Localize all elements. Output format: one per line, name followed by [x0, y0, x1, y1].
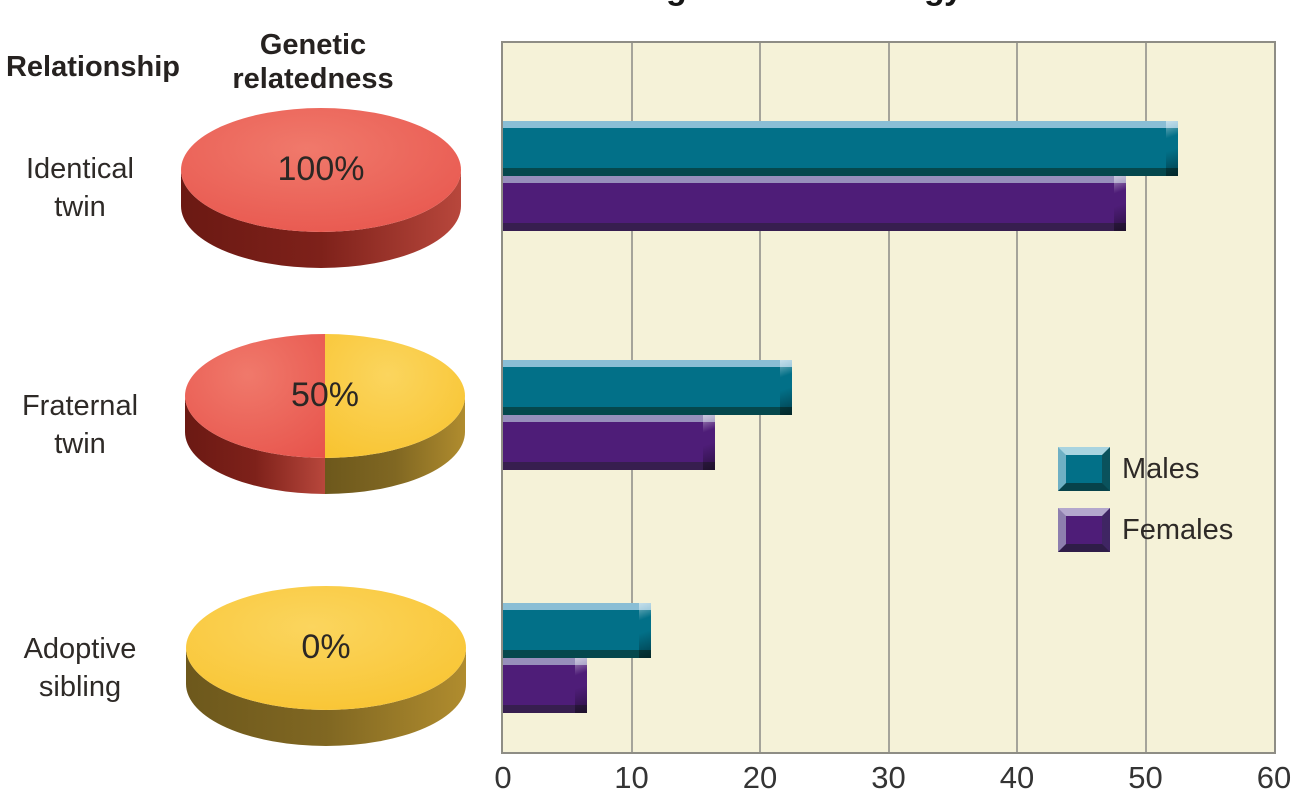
x-tick-label: 40 — [999, 760, 1035, 795]
gridline — [1144, 43, 1147, 752]
x-tick-label: 60 — [1256, 760, 1292, 795]
pie-fraternal-50 — [185, 334, 465, 494]
plot-area — [501, 41, 1276, 754]
relationship-header: Relationship — [5, 51, 180, 83]
bar-females-adoptive-sibling — [503, 658, 587, 713]
bar-females-identical-twin — [503, 176, 1127, 231]
bar-end-bevel — [638, 603, 651, 658]
clipped-figure-title: ggy — [0, 0, 1297, 8]
title-descender-fragment: g — [666, 0, 687, 8]
bar-end-bevel — [703, 415, 716, 470]
title-descender-fragment: g — [924, 0, 945, 8]
pie-label-50: 50% — [290, 376, 360, 414]
pie-side — [186, 648, 466, 746]
pie-label-0: 0% — [301, 628, 351, 666]
pie-identical-100 — [181, 108, 461, 268]
bar-end-bevel — [574, 658, 587, 713]
bar-females-fraternal-twin — [503, 415, 716, 470]
genetic-relatedness-header: Genetic relatedness — [232, 29, 394, 95]
pie-top-left-half — [185, 334, 325, 458]
bar-males-identical-twin — [503, 121, 1178, 176]
pie-top — [186, 586, 466, 710]
pie-label-100: 100% — [277, 150, 365, 188]
pie-top-right-half — [325, 334, 465, 458]
row-label-adoptive-sibling: Adoptive sibling — [23, 633, 137, 703]
bar-end-bevel — [1165, 121, 1178, 176]
bar-end-bevel — [780, 360, 793, 415]
pie-side-right — [325, 396, 465, 494]
legend-males-label: Males — [1122, 453, 1200, 485]
title-descender-fragment: y — [944, 0, 963, 8]
bar-males-adoptive-sibling — [503, 603, 651, 658]
legend-males-swatch — [1058, 447, 1110, 491]
x-tick-label: 50 — [1128, 760, 1163, 795]
x-tick-label: 0 — [494, 760, 512, 795]
pie-adoptive-0 — [186, 586, 466, 746]
pie-side — [181, 170, 461, 268]
bar-males-fraternal-twin — [503, 360, 793, 415]
pie-side-left — [185, 396, 325, 494]
legend-females-label: Females — [1122, 514, 1234, 546]
row-label-identical-twin: Identical twin — [25, 153, 134, 223]
row-label-fraternal-twin: Fraternal twin — [21, 390, 139, 460]
gridline — [887, 43, 890, 752]
x-tick-label: 10 — [614, 760, 649, 795]
legend-females-swatch — [1058, 508, 1110, 552]
x-tick-label: 20 — [742, 760, 778, 795]
gridline — [1016, 43, 1018, 752]
bar-end-bevel — [1114, 176, 1127, 231]
x-tick-label: 30 — [871, 760, 906, 795]
pie-top — [181, 108, 461, 232]
